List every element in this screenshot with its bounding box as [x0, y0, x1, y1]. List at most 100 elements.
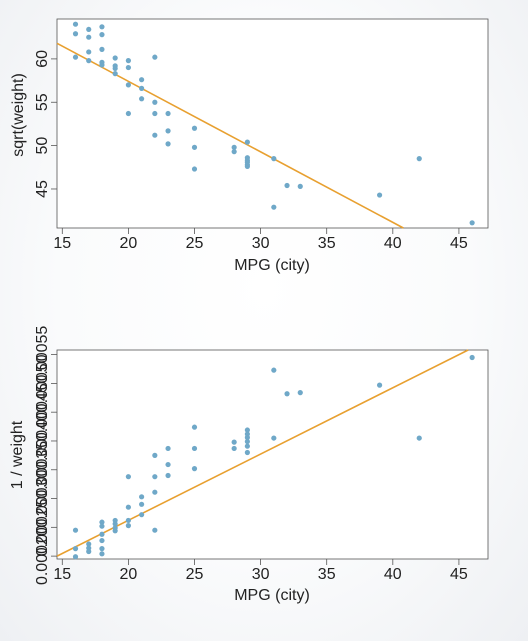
- y-tick-label-minor: 0.00035: [34, 441, 51, 499]
- chart-bottom: 15 20 25 30 35 40 45 0.000250.000400.000550.00…: [9, 326, 489, 604]
- x-tick-label: 45: [450, 235, 468, 252]
- y-axis-title-top: sqrt(weight): [10, 73, 27, 157]
- y-tick-label: 0.00055: [34, 326, 51, 384]
- data-point: [152, 452, 158, 458]
- data-point: [112, 528, 118, 534]
- data-point: [297, 183, 303, 189]
- data-point: [165, 141, 171, 147]
- x-tick-label: 15: [53, 566, 71, 583]
- data-point: [165, 128, 171, 134]
- data-point: [139, 96, 145, 102]
- data-point: [125, 504, 131, 510]
- data-point: [125, 58, 131, 64]
- data-point: [99, 546, 105, 552]
- data-point: [139, 501, 145, 507]
- x-tick-label: 35: [318, 235, 336, 252]
- data-point: [72, 554, 79, 560]
- y-tick-label: 45: [34, 180, 51, 198]
- data-point: [244, 449, 250, 456]
- data-point: [125, 523, 131, 529]
- data-point: [244, 427, 250, 433]
- data-point: [469, 354, 475, 361]
- x-tick-label: 40: [384, 566, 402, 583]
- x-axis-title-top: MPG (city): [234, 257, 310, 274]
- data-point: [86, 49, 92, 55]
- data-point: [99, 46, 105, 52]
- data-point: [284, 391, 290, 397]
- data-point: [191, 144, 198, 150]
- data-point: [99, 32, 105, 38]
- data-point: [376, 192, 383, 198]
- data-point: [99, 537, 105, 544]
- y-tick-label-minor: 0.00050: [34, 354, 51, 412]
- data-point: [165, 461, 171, 468]
- x-tick-label: 35: [318, 566, 336, 583]
- y-axis-top: 45 50 55 60: [34, 50, 57, 198]
- data-point: [244, 443, 250, 449]
- data-point: [152, 54, 158, 60]
- data-point: [72, 31, 79, 37]
- data-point: [191, 466, 198, 472]
- data-point: [125, 64, 131, 71]
- data-point: [469, 220, 475, 226]
- y-tick-label-minor: 0.00045: [34, 383, 51, 441]
- x-axis-bottom: 15 20 25 30 35 40 45: [53, 559, 468, 583]
- data-point: [99, 62, 105, 68]
- data-point: [86, 548, 92, 555]
- data-point: [244, 438, 250, 445]
- x-axis-title-bottom: MPG (city): [234, 587, 310, 604]
- data-point: [86, 58, 92, 64]
- plot-area-bottom: [56, 349, 489, 560]
- trendline-bottom-layer: [56, 349, 469, 557]
- data-point: [72, 546, 79, 552]
- y-tick-label: 0.00025: [34, 498, 51, 556]
- data-point: [72, 21, 79, 27]
- data-point: [231, 439, 237, 445]
- data-point: [271, 367, 277, 373]
- x-tick-label: 30: [252, 566, 270, 583]
- data-point: [112, 55, 118, 61]
- points-bottom-layer: [72, 354, 475, 560]
- y-axis-bottom: 0.000250.000400.000550.000200.000300.000…: [34, 326, 57, 585]
- data-point: [165, 445, 171, 452]
- y-tick-label: 60: [34, 50, 51, 68]
- data-point: [165, 110, 171, 117]
- data-point: [165, 472, 171, 479]
- data-point: [112, 65, 118, 72]
- y-tick-label-minor: 0.00020: [34, 527, 51, 585]
- data-point: [376, 382, 383, 388]
- data-point: [152, 489, 158, 495]
- x-tick-label: 30: [252, 235, 270, 252]
- y-tick-label: 50: [34, 137, 51, 155]
- data-point: [86, 34, 92, 40]
- x-tick-label: 25: [186, 566, 204, 583]
- data-point: [86, 541, 92, 547]
- data-point: [231, 149, 237, 155]
- data-point: [139, 512, 145, 518]
- data-point: [191, 166, 198, 172]
- x-tick-label: 25: [186, 235, 204, 252]
- data-point: [152, 132, 158, 138]
- data-point: [191, 424, 198, 430]
- y-tick-label-minor: 0.00030: [34, 470, 51, 528]
- data-point: [152, 110, 158, 117]
- x-tick-label: 15: [53, 235, 71, 252]
- data-point: [191, 445, 198, 452]
- x-tick-label: 40: [384, 235, 402, 252]
- x-axis-top: 15 20 25 30 35 40 45: [53, 228, 468, 252]
- data-point: [72, 54, 79, 60]
- data-point: [152, 474, 158, 480]
- data-point: [99, 531, 105, 537]
- y-axis-title-bottom: 1 / weight: [9, 420, 26, 489]
- data-point: [125, 517, 131, 524]
- data-point: [284, 182, 290, 189]
- plot-area-top: [56, 18, 489, 229]
- data-point: [271, 435, 277, 441]
- data-point: [244, 139, 250, 145]
- data-point: [297, 390, 303, 396]
- chart-top: 15 20 25 30 35 40 45 45 50 55 60 MPG (city) sqrt(…: [10, 18, 489, 274]
- trend-line: [56, 349, 469, 557]
- data-point: [86, 26, 92, 33]
